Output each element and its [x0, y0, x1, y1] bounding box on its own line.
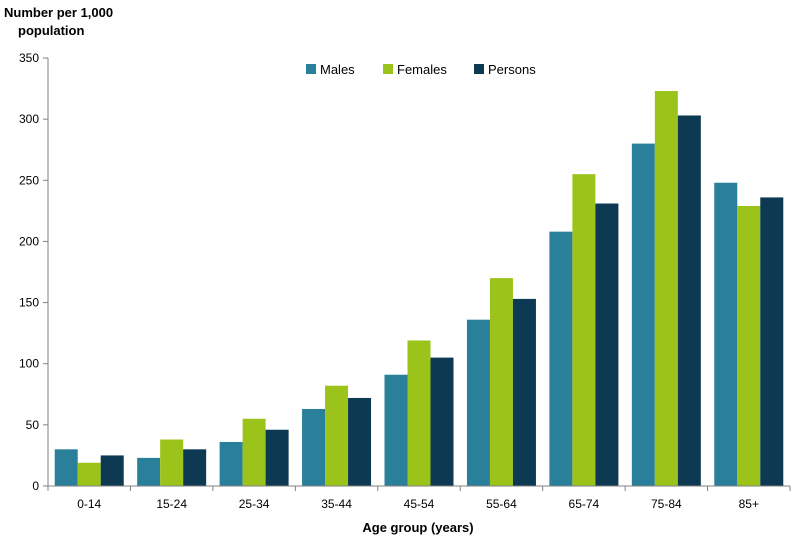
y-tick-label: 0: [32, 479, 39, 493]
bar-persons-55-64: [512, 298, 536, 486]
y-tick-label: 100: [19, 357, 39, 371]
bar-persons-65-74: [595, 203, 619, 486]
x-tick-label: 35-44: [321, 497, 352, 511]
bar-females-85+: [737, 205, 761, 487]
bar-females-25-34: [242, 418, 266, 486]
bar-males-15-24: [137, 457, 161, 486]
legend-label-females: Females: [397, 62, 447, 77]
x-tick-label: 75-84: [651, 497, 682, 511]
bar-males-25-34: [219, 441, 243, 486]
bar-persons-35-44: [348, 397, 372, 486]
legend-swatch-males: [306, 64, 316, 74]
bar-females-75-84: [654, 91, 678, 486]
y-axis-title-line2: population: [18, 23, 84, 38]
y-axis-title-line1: Number per 1,000: [4, 5, 113, 20]
bar-males-55-64: [466, 319, 490, 486]
bar-persons-0-14: [100, 455, 124, 486]
bar-females-65-74: [572, 174, 596, 486]
bar-persons-45-54: [430, 357, 454, 486]
y-tick-label: 200: [19, 234, 39, 248]
y-tick-label: 300: [19, 112, 39, 126]
bars-group: [54, 91, 784, 487]
bar-females-45-54: [407, 340, 431, 486]
x-tick-label: 55-64: [486, 497, 517, 511]
y-tick-label: 50: [26, 418, 40, 432]
bar-males-45-54: [384, 374, 408, 486]
bar-males-35-44: [302, 408, 326, 486]
legend-label-persons: Persons: [488, 62, 536, 77]
bar-females-15-24: [160, 439, 184, 486]
bar-females-0-14: [77, 462, 101, 486]
bar-persons-25-34: [265, 429, 289, 486]
bar-females-35-44: [325, 385, 349, 486]
y-tick-label: 350: [19, 51, 39, 65]
x-tick-label: 85+: [739, 497, 759, 511]
legend-label-males: Males: [320, 62, 355, 77]
y-tick-label: 150: [19, 296, 39, 310]
x-tick-label: 0-14: [77, 497, 101, 511]
legend: Males Females Persons: [306, 62, 536, 77]
bar-males-85+: [714, 182, 738, 486]
bar-persons-15-24: [183, 449, 207, 486]
x-tick-label: 45-54: [404, 497, 435, 511]
x-axis-title: Age group (years): [362, 520, 473, 535]
bar-persons-75-84: [677, 115, 701, 486]
y-tick-label: 250: [19, 173, 39, 187]
x-axis: 0-14 15-24 25-34 35-44 45-54 55-64 65-74 75-84 8…: [47, 486, 791, 511]
x-tick-label: 25-34: [239, 497, 270, 511]
legend-swatch-persons: [474, 64, 484, 74]
bar-persons-85+: [760, 197, 784, 487]
bar-males-65-74: [549, 231, 573, 486]
x-tick-label: 65-74: [569, 497, 600, 511]
legend-swatch-females: [383, 64, 393, 74]
bar-females-55-64: [489, 278, 513, 486]
bar-males-0-14: [54, 449, 78, 486]
y-axis: 0 50 100 150 200 250 300 350: [19, 51, 48, 493]
x-tick-label: 15-24: [156, 497, 187, 511]
bar-males-75-84: [631, 143, 655, 486]
